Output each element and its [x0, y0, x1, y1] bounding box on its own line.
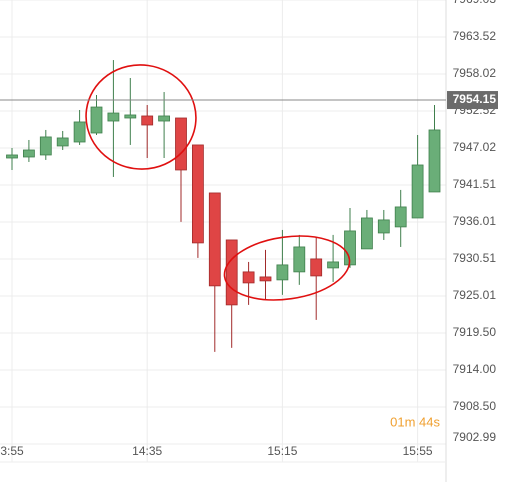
- candle-body: [22, 149, 35, 158]
- current-price-label: 7954.15: [453, 92, 497, 106]
- x-tick-label: 14:35: [132, 444, 162, 458]
- candle-body: [107, 112, 120, 122]
- candle-body: [39, 136, 52, 156]
- timer: 01m 44s: [390, 414, 440, 429]
- candle-body: [6, 154, 18, 159]
- candle-body: [73, 121, 86, 143]
- y-tick-label: 7936.01: [453, 214, 497, 228]
- candle-body: [56, 137, 69, 147]
- y-tick-label: 7947.02: [453, 140, 497, 154]
- candle-body: [191, 144, 204, 244]
- candle-body: [327, 261, 340, 269]
- candle-body: [158, 115, 171, 122]
- y-tick-label: 7914.00: [453, 362, 497, 376]
- annotation-circle: [223, 235, 351, 301]
- y-tick-label: 7919.50: [453, 325, 497, 339]
- x-tick-label: 15:15: [267, 444, 297, 458]
- candle-body: [394, 206, 407, 228]
- candle-body: [124, 114, 137, 119]
- candle-body: [428, 129, 441, 193]
- candle-body: [259, 276, 272, 282]
- candle-body: [175, 117, 187, 171]
- y-tick-label: 7925.01: [453, 288, 497, 302]
- y-tick-label: 7969.03: [453, 0, 497, 6]
- candle-body: [208, 192, 221, 287]
- y-tick-label: 7930.51: [453, 251, 497, 265]
- candle-body: [377, 219, 390, 234]
- candle-body: [411, 164, 424, 219]
- y-tick-label: 7902.99: [453, 430, 497, 444]
- candle-body: [90, 106, 103, 134]
- candle-body: [310, 258, 323, 277]
- y-tick-label: 7908.50: [453, 399, 497, 413]
- candle-body: [293, 246, 306, 273]
- grid: [0, 0, 446, 462]
- current-price-box: [447, 91, 498, 110]
- candle-body: [242, 271, 255, 284]
- candles: [6, 60, 441, 352]
- annotation-circle: [85, 64, 197, 170]
- y-tick-label: 7958.02: [453, 66, 497, 80]
- y-tick-label: 7963.52: [453, 29, 497, 43]
- candle-body: [360, 217, 373, 250]
- x-tick-label: 3:55: [0, 444, 24, 458]
- x-tick-label: 15:55: [403, 444, 433, 458]
- y-tick-label: 7941.51: [453, 177, 497, 191]
- candle-body: [141, 115, 154, 126]
- candle-body: [276, 264, 289, 281]
- candle-body: [225, 239, 238, 306]
